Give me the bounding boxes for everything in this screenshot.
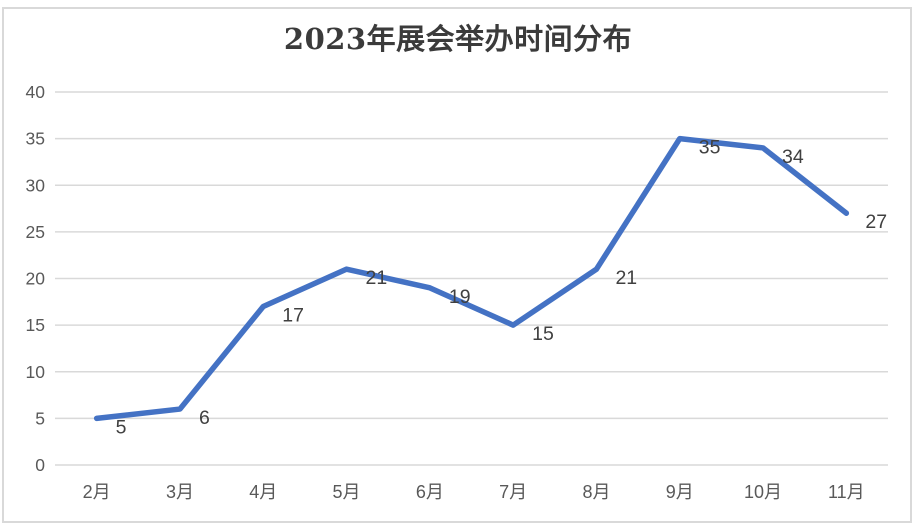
y-tick-label: 0 [35,455,45,475]
data-label: 6 [199,407,210,429]
data-label: 21 [366,267,388,289]
x-tick-label: 5月 [333,482,361,502]
x-tick-label: 4月 [249,482,277,502]
chart-title: 2023年展会举办时间分布 [283,22,633,56]
x-tick-label: 7月 [499,482,527,502]
data-label: 19 [449,286,471,308]
x-tick-label: 8月 [582,482,610,502]
data-label: 34 [782,146,804,168]
x-tick-label: 9月 [666,482,694,502]
x-tick-label: 11月 [828,482,865,502]
y-tick-label: 30 [26,175,46,195]
data-label: 21 [615,267,637,289]
data-label: 35 [699,137,721,159]
data-label: 27 [865,211,887,233]
y-tick-label: 15 [26,315,45,335]
y-tick-label: 35 [26,129,45,149]
chart-frame[interactable] [2,7,912,523]
data-label: 5 [116,416,127,438]
x-tick-label: 10月 [744,482,782,502]
x-tick-label: 6月 [416,482,444,502]
data-label: 15 [532,323,554,345]
y-tick-label: 25 [26,222,45,242]
series-line[interactable] [93,135,850,422]
y-tick-label: 20 [26,269,46,289]
y-tick-label: 10 [26,362,46,382]
x-tick-label: 3月 [166,482,194,502]
y-tick-label: 5 [35,408,45,428]
x-tick-label: 2月 [83,482,111,502]
y-tick-label: 40 [26,82,46,102]
data-label: 17 [282,304,304,326]
